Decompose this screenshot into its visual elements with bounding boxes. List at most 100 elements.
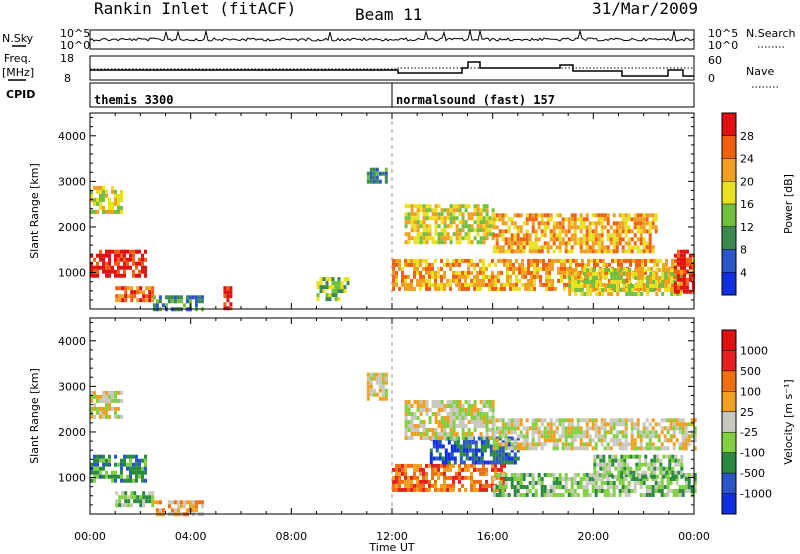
data-cell: [567, 249, 571, 254]
data-cell: [343, 277, 347, 282]
data-cell: [612, 489, 616, 493]
data-cell: [121, 286, 125, 291]
data-cell: [672, 442, 676, 447]
data-cell: [510, 422, 514, 427]
data-cell: [618, 225, 622, 230]
data-cell: [413, 240, 417, 245]
data-cell: [507, 241, 511, 246]
data-cell: [576, 485, 580, 489]
data-cell: [528, 481, 532, 485]
data-cell: [431, 236, 435, 241]
data-cell: [558, 422, 562, 427]
data-cell: [431, 467, 434, 472]
data-cell: [501, 473, 505, 477]
data-cell: [124, 495, 128, 500]
data-cell: [611, 258, 614, 263]
data-cell: [640, 272, 644, 276]
data-cell: [431, 274, 434, 279]
data-cell: [515, 278, 518, 283]
data-cell: [115, 491, 119, 496]
data-cell: [549, 217, 553, 222]
data-cell: [570, 426, 574, 431]
data-cell: [588, 233, 592, 238]
data-cell: [120, 474, 123, 479]
data-cell: [660, 442, 664, 447]
data-cell: [319, 281, 323, 286]
data-cell: [115, 298, 119, 303]
data-cell: [690, 493, 694, 497]
data-cell: [548, 286, 551, 291]
data-cell: [440, 463, 443, 468]
data-cell: [135, 265, 138, 270]
data-cell: [482, 232, 486, 237]
data-cell: [516, 233, 520, 238]
data-cell: [639, 477, 643, 481]
data-cell: [491, 400, 495, 404]
data-cell: [642, 241, 646, 246]
data-cell: [593, 470, 597, 475]
data-cell: [528, 237, 532, 242]
data-cell: [606, 217, 610, 222]
data-cell: [446, 483, 449, 488]
data-cell: [573, 237, 577, 242]
data-cell: [516, 434, 520, 439]
data-cell: [540, 485, 544, 489]
data-cell: [136, 495, 140, 500]
data-cell: [586, 268, 590, 272]
data-cell: [669, 434, 673, 439]
data-cell: [543, 418, 547, 423]
data-cell: [500, 467, 503, 472]
data-cell: [416, 408, 420, 412]
data-cell: [316, 285, 320, 290]
data-cell: [690, 434, 694, 439]
data-cell: [141, 253, 144, 258]
data-cell: [124, 503, 128, 508]
data-cell: [452, 220, 456, 225]
data-cell: [135, 474, 138, 479]
data-cell: [591, 213, 595, 218]
data-cell: [500, 286, 503, 291]
data-cell: [633, 446, 637, 451]
data-cell: [656, 474, 660, 479]
data-cell: [120, 253, 123, 258]
data-cell: [498, 448, 502, 453]
data-cell: [401, 471, 404, 476]
data-cell: [566, 270, 569, 275]
data-cell: [139, 298, 143, 303]
data-cell: [614, 474, 618, 479]
data-cell: [458, 412, 462, 416]
data-cell: [585, 477, 589, 481]
data-cell: [579, 225, 583, 230]
data-cell: [667, 284, 671, 288]
data-cell: [654, 229, 658, 234]
data-cell: [173, 295, 177, 300]
data-cell: [179, 299, 183, 304]
data-cell: [90, 193, 93, 198]
data-cell: [599, 454, 603, 459]
data-cell: [464, 278, 467, 283]
data-cell: [114, 406, 117, 411]
data-cell: [583, 292, 587, 296]
data-cell: [624, 229, 628, 234]
data-cell: [522, 237, 526, 242]
data-cell: [437, 224, 441, 229]
data-cell: [498, 233, 502, 238]
data-cell: [462, 448, 466, 453]
data-cell: [495, 217, 499, 222]
data-cell: [135, 466, 138, 471]
data-cell: [375, 372, 379, 377]
data-cell: [540, 442, 544, 447]
data-cell: [602, 262, 605, 267]
data-cell: [501, 237, 505, 242]
data-cell: [528, 249, 532, 254]
data-cell: [337, 297, 341, 302]
data-cell: [615, 430, 619, 435]
data-cell: [596, 262, 599, 267]
data-cell: [677, 462, 681, 467]
data-cell: [494, 274, 497, 279]
data-cell: [443, 436, 447, 440]
data-cell: [470, 408, 474, 412]
data-cell: [461, 432, 465, 436]
data-cell: [693, 485, 697, 489]
data-cell: [467, 266, 470, 271]
